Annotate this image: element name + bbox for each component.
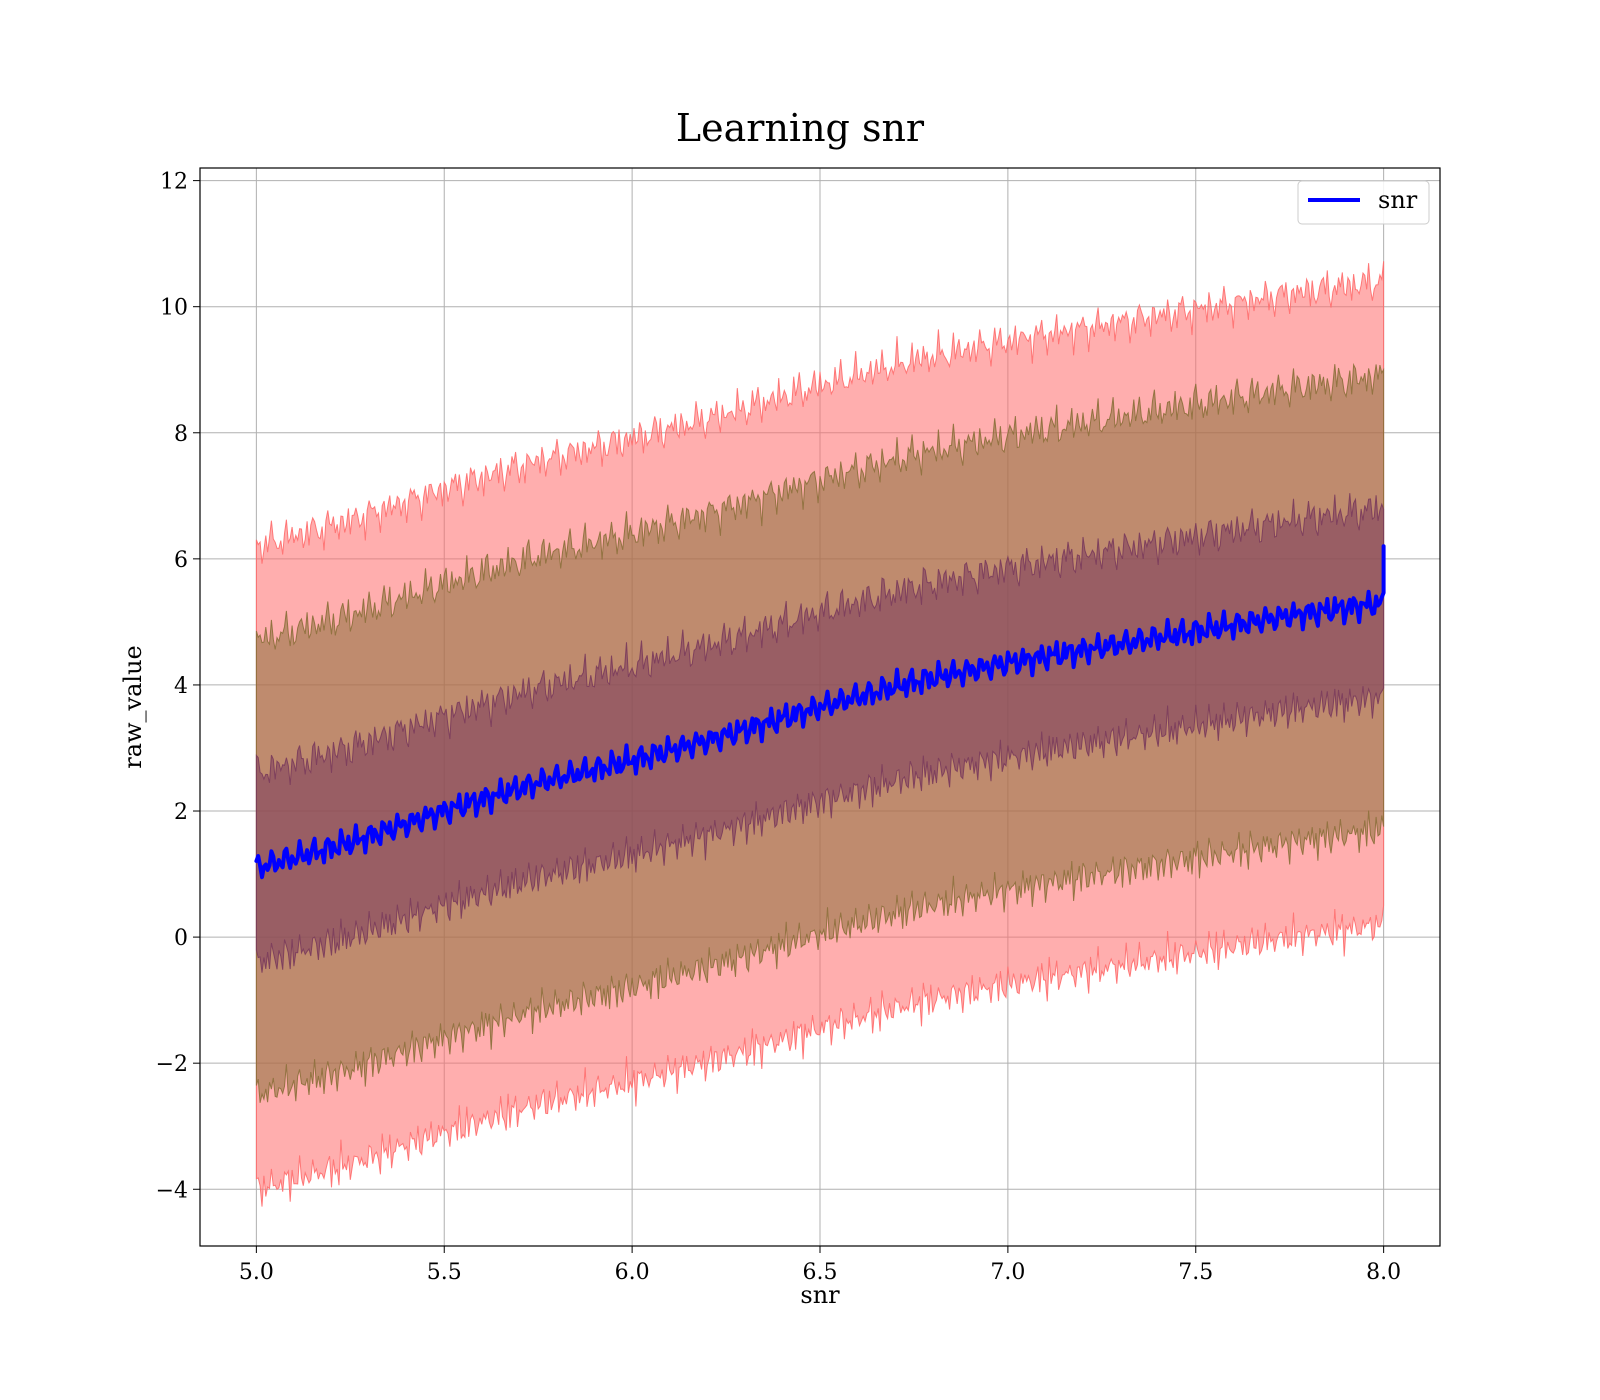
- y-tick-label: −2: [156, 1052, 188, 1077]
- y-axis-ticks: −4 −2 0 2 4 6 8 10 12: [156, 170, 200, 1203]
- x-axis-ticks: 5.0 5.5 6.0 6.5 7.0 7.5 8.0: [239, 1246, 1401, 1285]
- x-tick-label: 5.5: [427, 1260, 462, 1285]
- legend: snr: [1297, 180, 1430, 225]
- series-lines: [254, 544, 1386, 880]
- y-tick-label: 2: [174, 800, 188, 825]
- chart-title: Learning snr: [676, 106, 925, 150]
- y-tick-label: 8: [174, 422, 188, 447]
- band-1-sigma: [255, 493, 1385, 973]
- y-tick-label: 12: [160, 170, 188, 195]
- x-axis-label: snr: [800, 1281, 840, 1309]
- confidence-bands: [255, 261, 1385, 1207]
- y-tick-label: 0: [174, 926, 188, 951]
- x-tick-label: 6.0: [615, 1260, 650, 1285]
- y-axis-label: raw_value: [119, 645, 147, 769]
- x-tick-label: 7.5: [1178, 1260, 1213, 1285]
- x-tick-label: 6.5: [803, 1260, 838, 1285]
- y-tick-label: 4: [174, 674, 188, 699]
- y-tick-label: 6: [174, 548, 188, 573]
- x-tick-label: 8.0: [1366, 1260, 1401, 1285]
- y-tick-label: −4: [156, 1178, 188, 1203]
- x-tick-label: 5.0: [239, 1260, 274, 1285]
- legend-box: [1297, 180, 1430, 225]
- y-tick-label: 10: [160, 296, 188, 321]
- x-tick-label: 7.0: [990, 1260, 1025, 1285]
- legend-label-snr: snr: [1378, 186, 1418, 214]
- series-line-snr: [254, 544, 1386, 880]
